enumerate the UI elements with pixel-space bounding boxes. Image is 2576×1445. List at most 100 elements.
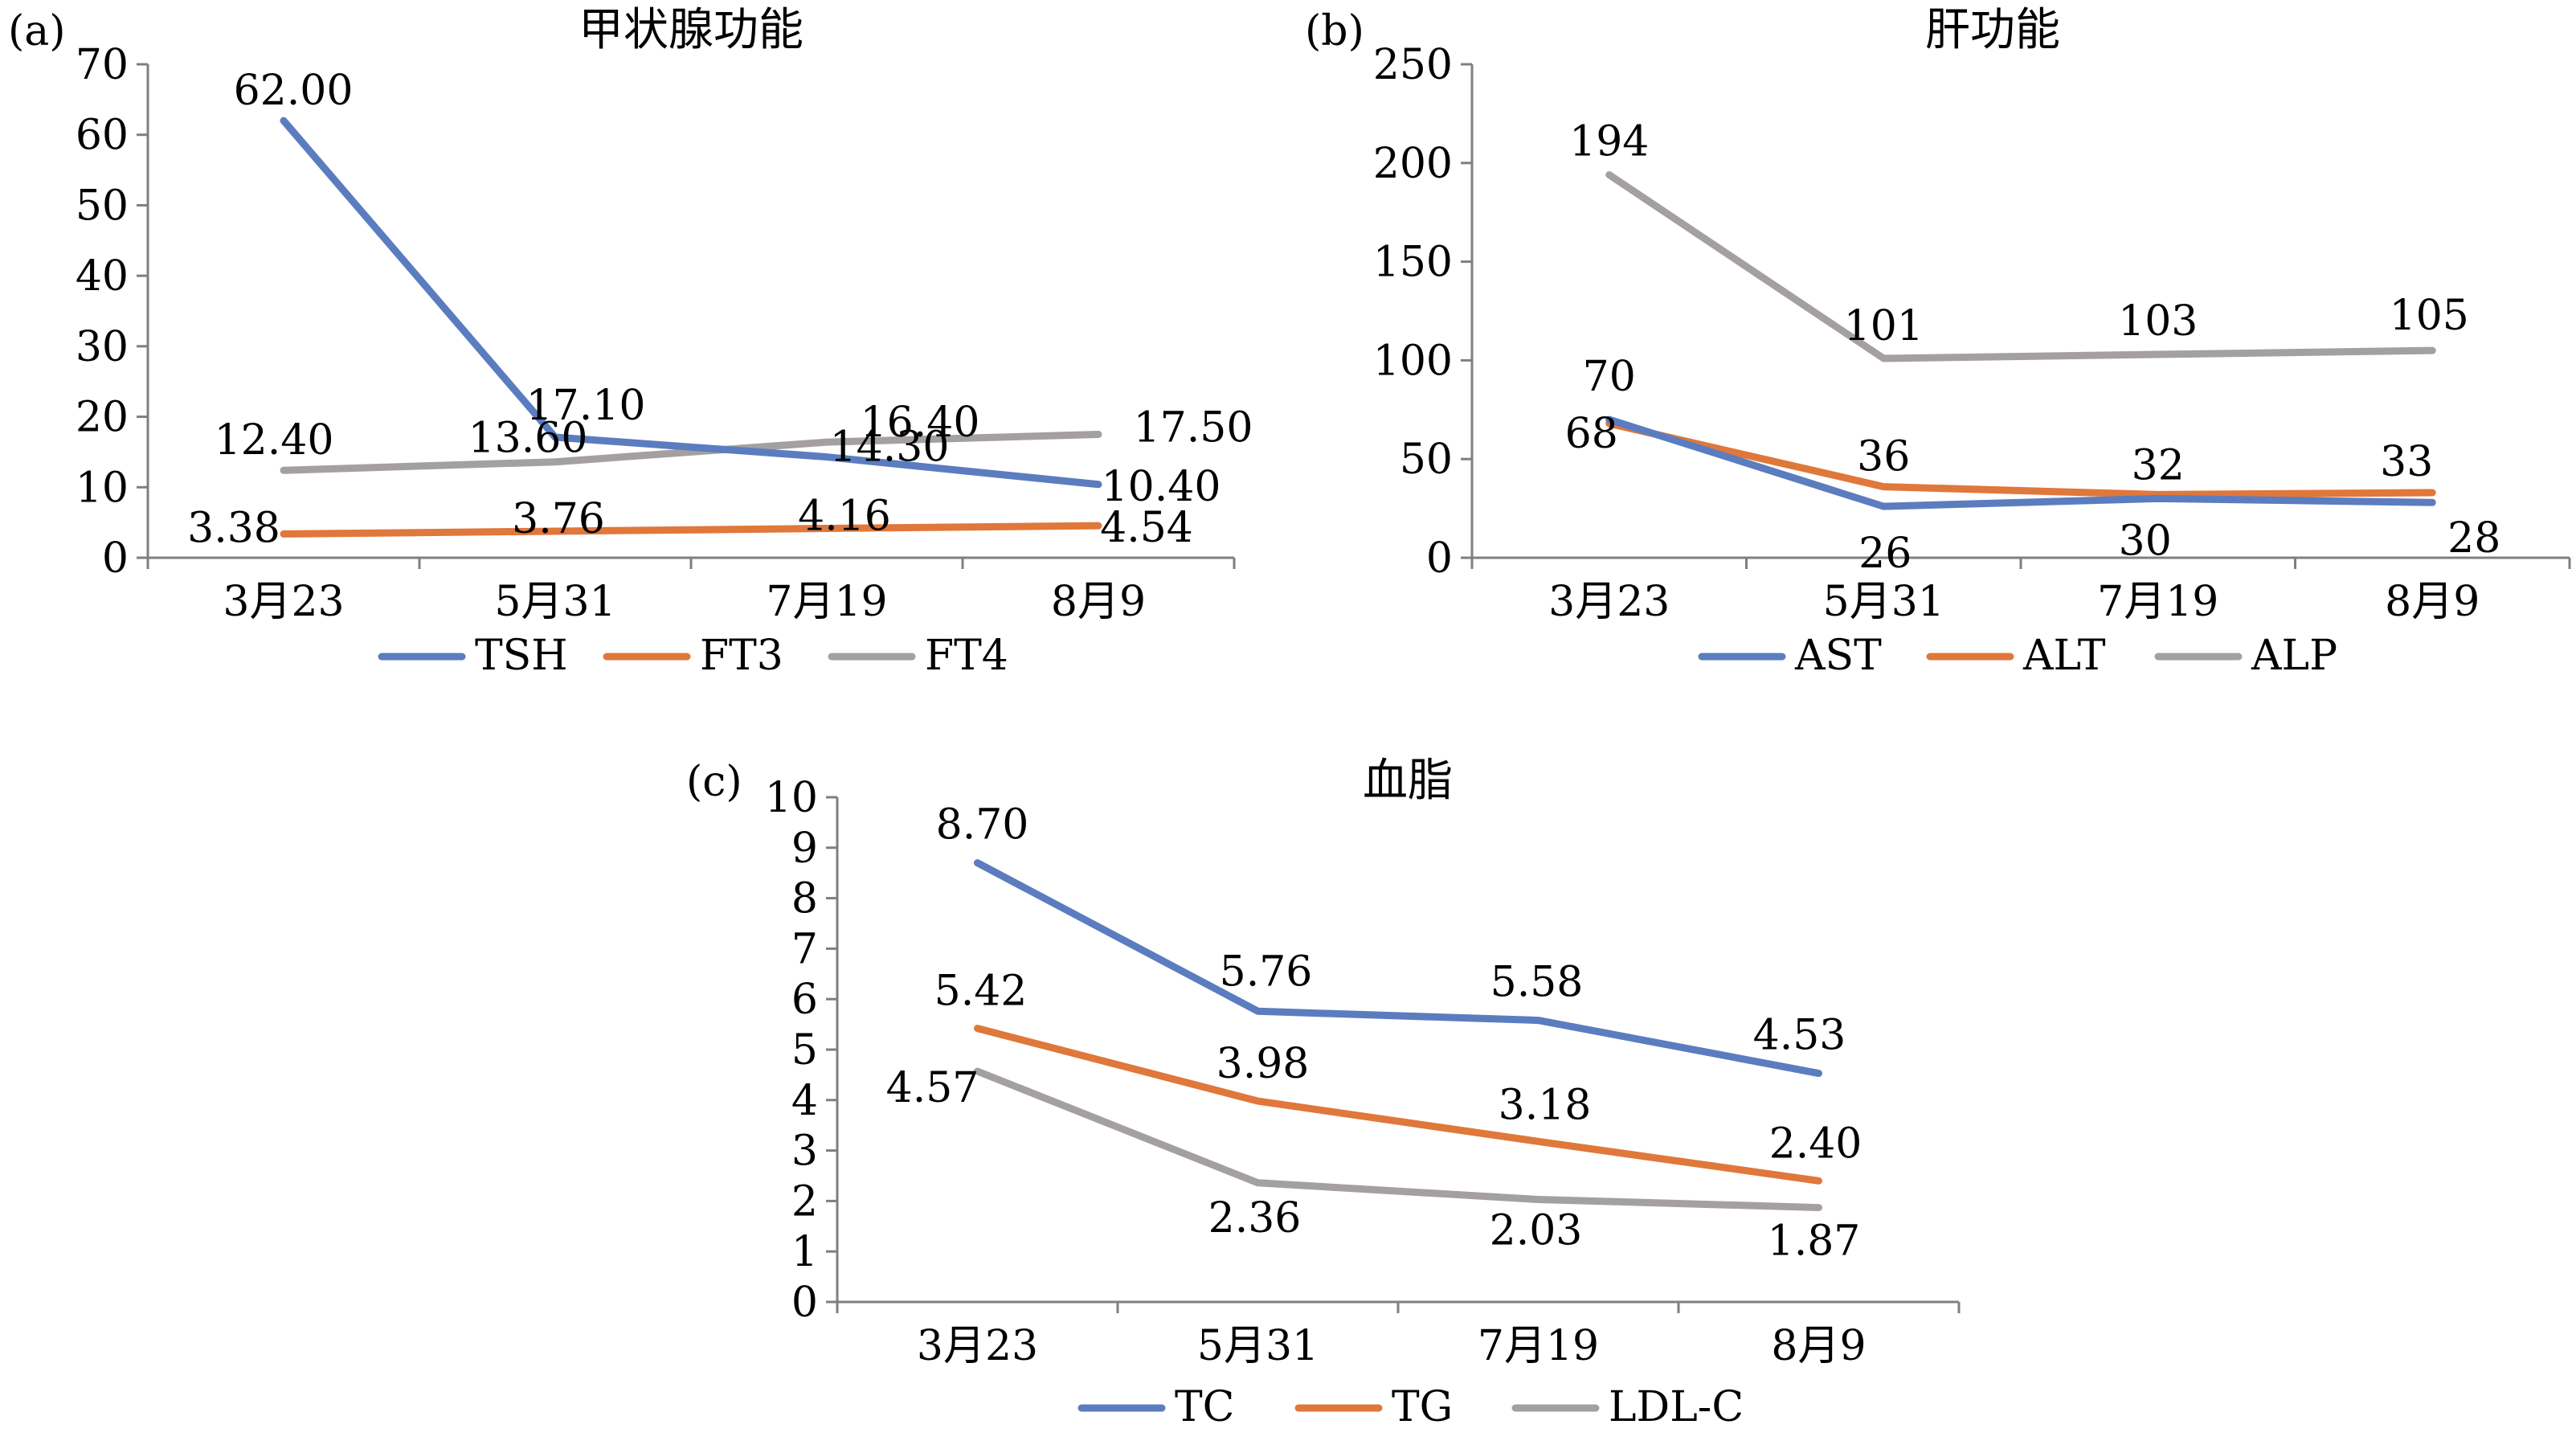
series-line-ft4 xyxy=(280,431,1102,474)
data-label: 4.53 xyxy=(1753,1012,1846,1060)
data-label: 194 xyxy=(1569,118,1649,166)
y-tick-label: 5 xyxy=(791,1026,818,1075)
data-label: 17.10 xyxy=(526,382,646,430)
data-label: 12.40 xyxy=(215,416,334,465)
data-label: 3.98 xyxy=(1216,1040,1310,1088)
y-tick-label: 30 xyxy=(76,323,129,371)
y-tick-label: 50 xyxy=(76,182,129,230)
data-label: 4.16 xyxy=(798,493,891,541)
x-tick-label: 3月23 xyxy=(1548,578,1670,626)
series-line-tsh xyxy=(280,117,1102,489)
data-label: 10.40 xyxy=(1102,463,1221,511)
chart-title: 血脂 xyxy=(1363,755,1453,807)
data-label: 68 xyxy=(1565,410,1618,458)
legend-label: TSH xyxy=(475,632,568,680)
data-label: 8.70 xyxy=(936,801,1029,849)
y-tick-label: 200 xyxy=(1373,140,1453,188)
legend-label: TG xyxy=(1392,1383,1453,1431)
data-label: 30 xyxy=(2119,517,2172,565)
series-line-ft3 xyxy=(280,522,1102,538)
chart-panel-1: (a) 甲状腺功能 0 10 20 30 40 50 60 70 3月23 5月31 7月19 8月9 62… xyxy=(8,4,1253,680)
y-tick-label: 1 xyxy=(791,1228,818,1276)
data-label: 13.60 xyxy=(468,415,588,463)
x-tick-label: 8月9 xyxy=(1051,578,1146,626)
panel-label: (b) xyxy=(1305,7,1364,55)
legend-label: ALT xyxy=(2022,632,2106,680)
y-tick-label: 40 xyxy=(76,252,129,301)
x-tick-label: 8月9 xyxy=(1771,1322,1866,1370)
data-label: 4.57 xyxy=(886,1064,979,1112)
series-line-ldl-c xyxy=(974,1067,1822,1212)
chart-title: 甲状腺功能 xyxy=(579,4,803,56)
x-tick-label: 7月19 xyxy=(2097,578,2218,626)
data-label: 2.36 xyxy=(1208,1194,1302,1242)
y-tick-label: 100 xyxy=(1373,337,1453,385)
x-tick-label: 5月31 xyxy=(1197,1322,1319,1370)
legend-label: FT3 xyxy=(700,632,783,680)
data-label: 3.76 xyxy=(512,495,605,543)
data-label: 62.00 xyxy=(234,67,354,115)
data-label: 16.40 xyxy=(861,399,980,447)
y-tick-label: 20 xyxy=(76,394,129,442)
y-tick-label: 0 xyxy=(1426,534,1453,583)
data-label: 26 xyxy=(1858,530,1912,578)
chart-panel-2: (b) 肝功能 0 50 100 150 200 250 3月23 5月31 7月19 8月9 70 26… xyxy=(1305,4,2571,680)
y-tick-label: 4 xyxy=(791,1077,818,1125)
data-label: 28 xyxy=(2447,514,2500,563)
data-label: 33 xyxy=(2380,438,2433,486)
series-line-alp xyxy=(1605,171,2436,362)
data-label: 17.50 xyxy=(1134,404,1253,452)
x-tick-label: 3月23 xyxy=(223,578,344,626)
y-tick-label: 70 xyxy=(76,41,129,89)
series-line-ast xyxy=(1605,415,2436,510)
legend-label: AST xyxy=(1794,632,1882,680)
y-tick-label: 10 xyxy=(76,464,129,512)
data-label: 105 xyxy=(2390,292,2469,340)
y-tick-label: 2 xyxy=(791,1177,818,1226)
panel-label: (a) xyxy=(8,7,66,55)
series-line-tg xyxy=(974,1025,1822,1185)
y-tick-label: 8 xyxy=(791,875,818,923)
y-tick-label: 3 xyxy=(791,1128,818,1176)
data-label: 3.18 xyxy=(1499,1081,1592,1129)
y-tick-label: 9 xyxy=(791,825,818,873)
panel-label: (c) xyxy=(686,758,742,806)
y-tick-label: 50 xyxy=(1400,436,1453,484)
data-label: 70 xyxy=(1583,353,1636,401)
data-label: 103 xyxy=(2118,297,2198,346)
data-label: 5.42 xyxy=(934,968,1028,1016)
y-tick-label: 10 xyxy=(765,774,818,822)
legend-label: LDL-C xyxy=(1609,1383,1744,1431)
x-tick-label: 5月31 xyxy=(494,578,615,626)
x-tick-label: 5月31 xyxy=(1823,578,1944,626)
y-tick-label: 0 xyxy=(102,534,129,583)
y-tick-label: 250 xyxy=(1373,41,1453,89)
x-tick-label: 3月23 xyxy=(917,1322,1038,1370)
data-label: 5.58 xyxy=(1490,959,1584,1007)
y-tick-label: 7 xyxy=(791,925,818,973)
data-label: 3.38 xyxy=(187,504,280,552)
x-tick-label: 7月19 xyxy=(766,578,887,626)
y-tick-label: 150 xyxy=(1373,239,1453,287)
data-label: 1.87 xyxy=(1768,1218,1861,1266)
legend-label: FT4 xyxy=(925,632,1008,680)
data-label: 14.30 xyxy=(830,424,950,472)
y-tick-label: 60 xyxy=(76,112,129,160)
data-label: 36 xyxy=(1857,433,1910,481)
y-tick-label: 6 xyxy=(791,976,818,1024)
x-tick-label: 7月19 xyxy=(1478,1322,1599,1370)
data-label: 101 xyxy=(1844,302,1924,350)
chart-title: 肝功能 xyxy=(1925,4,2060,56)
x-tick-label: 8月9 xyxy=(2385,578,2480,626)
legend-label: TC xyxy=(1175,1383,1234,1431)
data-label: 5.76 xyxy=(1220,948,1313,996)
data-label: 2.03 xyxy=(1490,1207,1583,1255)
data-label: 32 xyxy=(2132,441,2185,489)
legend-label: ALP xyxy=(2251,632,2337,680)
data-label: 2.40 xyxy=(1769,1120,1862,1168)
series-line-tc xyxy=(974,859,1822,1078)
data-label: 4.54 xyxy=(1100,504,1193,552)
series-line-alt xyxy=(1605,420,2436,498)
